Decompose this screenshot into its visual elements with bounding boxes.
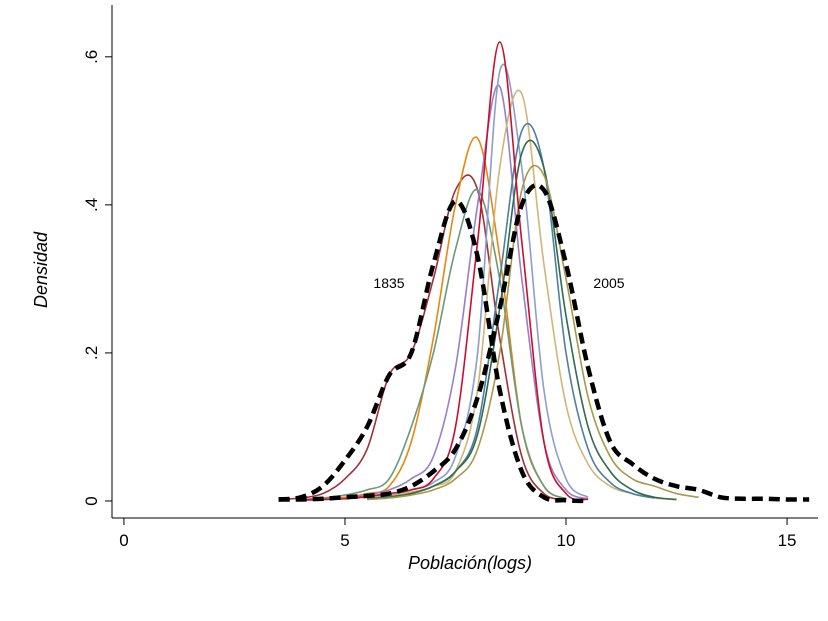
density-line [367,139,677,501]
density-line [278,174,567,501]
y-axis-title: Densidad [31,231,51,308]
x-tick-label: 10 [557,531,576,550]
plot-area [278,41,810,504]
density-line [344,89,677,501]
annotation: 2005 [593,275,624,291]
x-tick-label: 5 [340,531,349,550]
y-tick-label: 0 [82,496,101,505]
density-line [300,41,589,502]
x-tick-label: 15 [778,531,797,550]
y-tick-label: .2 [82,346,101,360]
density-line-dashed [278,182,810,502]
density-line-dashed [278,198,589,504]
density-line [300,189,567,501]
y-tick-label: .4 [82,198,101,212]
y-tick-label: .6 [82,50,101,64]
density-line [367,164,699,501]
x-tick-label: 0 [119,531,128,550]
annotation: 1835 [373,275,404,291]
x-axis-title: Población(logs) [408,553,532,573]
